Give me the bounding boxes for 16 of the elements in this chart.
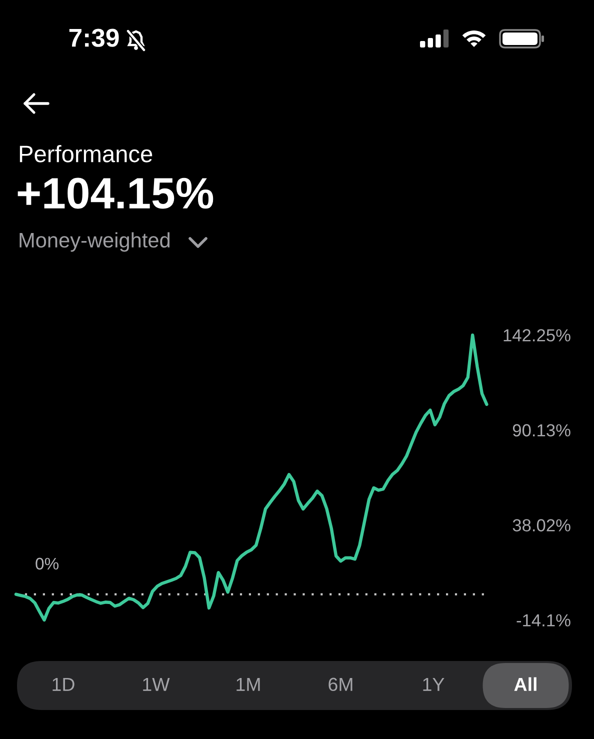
y-tick-label: 38.02% (512, 519, 570, 532)
y-tick-label: 142.25% (504, 329, 570, 342)
text: All (514, 677, 536, 691)
line-series (14, 333, 488, 622)
text: 1D (52, 678, 74, 691)
text: 6M (328, 678, 352, 692)
text: 7:39 (69, 28, 119, 47)
y-tick-label: 90.13% (512, 424, 570, 436)
chart-title: Performance (20, 145, 152, 162)
text: 1W (143, 678, 170, 691)
chart-subtitle: +104.15% (18, 178, 214, 209)
ref-line-label: 0% (36, 558, 59, 570)
text: 1Y (423, 678, 444, 691)
text: 1M (236, 678, 260, 691)
text: Money-weighted (20, 232, 170, 252)
y-tick-label: -14.1% (516, 614, 570, 626)
